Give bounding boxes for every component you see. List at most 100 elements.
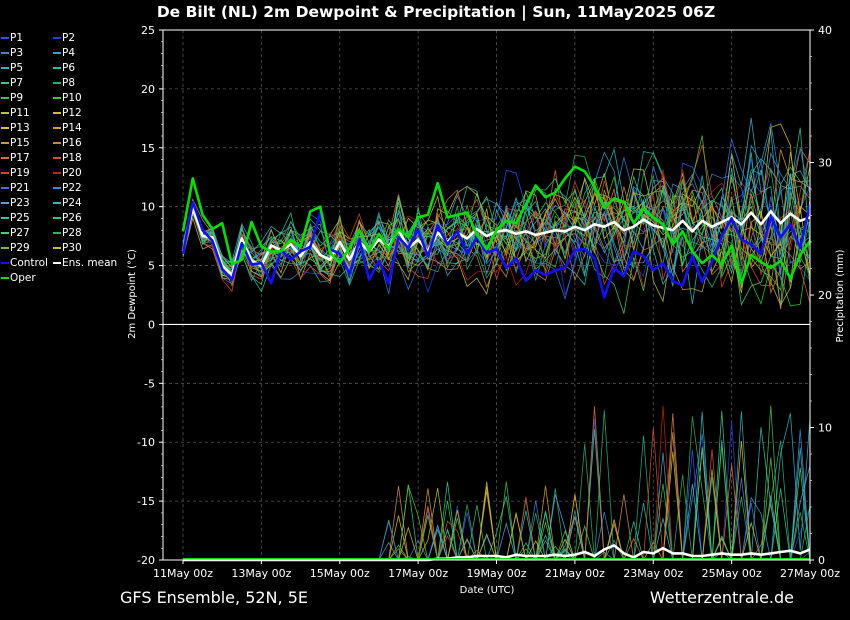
legend-item: P5	[1, 61, 23, 75]
axes: 25 20 15 10 5 0 -5 -10 -15 -20 40 30 20 10 0 11May 00z 1…	[137, 24, 840, 580]
legend-item: P30	[53, 241, 82, 255]
legend-swatch	[53, 142, 61, 144]
footer-source-label: Wetterzentrale.de	[649, 588, 794, 607]
legend-label: Ens. mean	[62, 257, 118, 269]
y-tick-label: -20	[137, 554, 155, 567]
y2-tick-label: 40	[818, 24, 832, 37]
y-tick-label: -5	[144, 377, 155, 390]
y2-axis-label: Precipitation (mm)	[835, 249, 846, 342]
legend-swatch	[1, 262, 9, 264]
legend-swatch	[53, 232, 61, 234]
legend-swatch	[1, 217, 9, 219]
x-tick-label: 13May 00z	[231, 567, 291, 580]
legend-item: Oper	[1, 271, 36, 285]
legend-swatch	[1, 127, 9, 129]
legend-item: P2	[53, 31, 75, 45]
legend-label: P30	[62, 242, 82, 254]
legend-swatch	[53, 127, 61, 129]
legend-label: P27	[10, 227, 30, 239]
legend-item: P26	[53, 211, 82, 225]
legend-label: P25	[10, 212, 30, 224]
legend-label: P9	[10, 92, 24, 104]
legend-swatch	[1, 112, 9, 114]
legend-swatch	[53, 37, 61, 39]
x-axis-label: Date (UTC)	[460, 585, 515, 596]
legend-item: P27	[1, 226, 30, 240]
legend-item: P25	[1, 211, 30, 225]
legend-swatch	[1, 202, 9, 204]
legend-label: P1	[10, 32, 24, 44]
legend-item: P7	[1, 76, 23, 90]
legend-label: P14	[62, 122, 82, 134]
legend-item: P10	[53, 91, 82, 105]
x-tick-label: 11May 00z	[153, 567, 213, 580]
y2-tick-label: 10	[818, 422, 832, 435]
legend-swatch	[1, 67, 9, 69]
legend-swatch	[1, 142, 9, 144]
footer-model-label: GFS Ensemble, 52N, 5E	[120, 588, 308, 607]
legend-label: P23	[10, 197, 30, 209]
legend-swatch	[1, 277, 9, 279]
x-tick-label: 17May 00z	[388, 567, 448, 580]
legend-swatch	[53, 52, 61, 54]
y2-tick-label: 30	[818, 157, 832, 170]
legend-swatch	[1, 172, 9, 174]
legend-item: P9	[1, 91, 23, 105]
legend-swatch	[53, 262, 61, 264]
legend-item: Control	[1, 256, 48, 270]
legend-label: P11	[10, 107, 30, 119]
x-tick-label: 19May 00z	[466, 567, 526, 580]
member-dewpoint-line	[182, 176, 811, 307]
legend-label: P15	[10, 137, 30, 149]
y2-tick-label: 20	[818, 289, 832, 302]
member-dewpoint-line	[182, 170, 811, 280]
legend-label: P28	[62, 227, 82, 239]
legend-item: P14	[53, 121, 82, 135]
x-tick-label: 27May 00z	[780, 567, 840, 580]
legend-item: P13	[1, 121, 30, 135]
legend-swatch	[1, 232, 9, 234]
legend-item: P29	[1, 241, 30, 255]
legend-label: P10	[62, 92, 82, 104]
y-tick-label: 25	[141, 24, 155, 37]
legend-item: P22	[53, 181, 82, 195]
member-dewpoint-line	[182, 127, 811, 277]
chart-title: De Bilt (NL) 2m Dewpoint & Precipitation…	[157, 3, 715, 22]
legend-swatch	[1, 82, 9, 84]
legend-label: P4	[62, 47, 76, 59]
legend-label: P21	[10, 182, 30, 194]
legend-item: P18	[53, 151, 82, 165]
legend-swatch	[53, 172, 61, 174]
legend-swatch	[53, 97, 61, 99]
legend-label: P24	[62, 197, 82, 209]
y-tick-label: 0	[148, 318, 155, 331]
legend-label: P19	[10, 167, 30, 179]
legend-swatch	[53, 247, 61, 249]
legend-label: P8	[62, 77, 76, 89]
legend-item: P21	[1, 181, 30, 195]
y-tick-label: -15	[137, 495, 155, 508]
legend-swatch	[1, 157, 9, 159]
legend-item: P15	[1, 136, 30, 150]
x-tick-label: 15May 00z	[310, 567, 370, 580]
x-tick-label: 23May 00z	[623, 567, 683, 580]
legend-label: P3	[10, 47, 24, 59]
legend-swatch	[53, 67, 61, 69]
legend-label: P13	[10, 122, 30, 134]
y-tick-label: 10	[141, 201, 155, 214]
legend-item: P11	[1, 106, 30, 120]
legend-item: P12	[53, 106, 82, 120]
legend-swatch	[53, 112, 61, 114]
legend-label: Control	[10, 257, 48, 269]
legend-label: P12	[62, 107, 82, 119]
legend-swatch	[53, 82, 61, 84]
legend-label: P17	[10, 152, 30, 164]
legend-item: P28	[53, 226, 82, 240]
operdewpoint-line	[181, 165, 812, 285]
legend-swatch	[53, 217, 61, 219]
x-tick-label: 25May 00z	[702, 567, 762, 580]
y-tick-label: 5	[148, 260, 155, 273]
legend-label: P5	[10, 62, 24, 74]
legend-item: Ens. mean	[53, 256, 117, 270]
